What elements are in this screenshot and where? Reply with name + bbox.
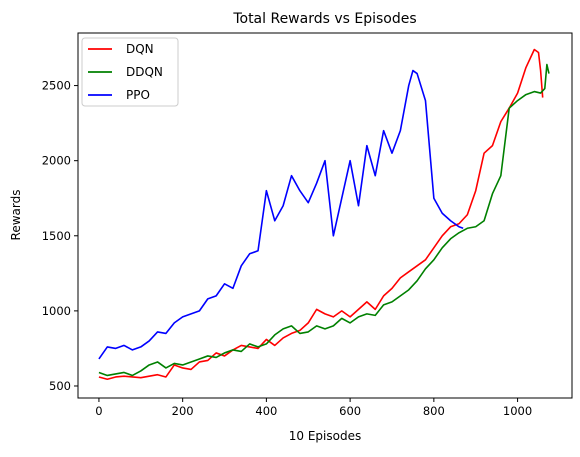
- chart-title: Total Rewards vs Episodes: [232, 11, 416, 27]
- x-tick-label: 800: [423, 404, 445, 418]
- legend-label-ddqn: DDQN: [126, 65, 163, 79]
- y-axis-label: Rewards: [9, 190, 23, 241]
- series-line-ddqn: [98, 63, 550, 377]
- y-tick-label: 2500: [42, 79, 71, 93]
- y-tick-label: 1000: [42, 304, 71, 318]
- legend: DQN DDQN PPO: [81, 37, 179, 107]
- x-tick-label: 200: [172, 404, 194, 418]
- series-layer: [98, 48, 550, 381]
- y-tick-label: 500: [49, 379, 71, 393]
- x-tick-label: 1000: [503, 404, 532, 418]
- y-tick-label: 2000: [42, 154, 71, 168]
- legend-label-ppo: PPO: [126, 88, 150, 102]
- x-tick-label: 600: [339, 404, 361, 418]
- x-tick-label: 400: [255, 404, 277, 418]
- legend-frame: [81, 37, 179, 107]
- y-tick-label: 1500: [42, 229, 71, 243]
- series-line-dqn: [98, 48, 544, 381]
- series-line-ppo: [98, 69, 464, 360]
- x-axis-label: 10 Episodes: [289, 429, 361, 443]
- legend-label-dqn: DQN: [126, 42, 154, 56]
- x-tick-label: 0: [95, 404, 102, 418]
- axis-layer: 0 200 400 600 800 1000 500 1000 1500 2000 2500: [42, 79, 532, 418]
